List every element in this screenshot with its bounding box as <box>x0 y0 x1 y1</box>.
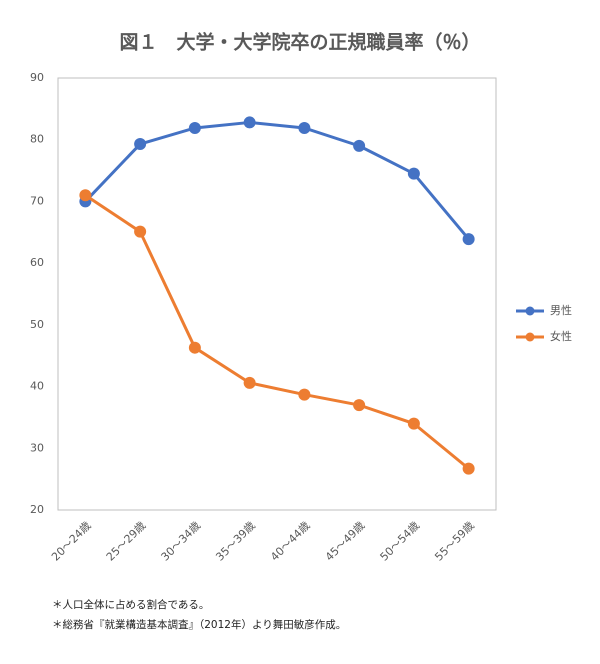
x-tick-label: 30～34歳 <box>159 519 204 564</box>
x-tick-label: 20～24歳 <box>49 519 94 564</box>
x-tick-label: 55～59歳 <box>432 519 477 564</box>
series-line <box>84 120 470 241</box>
y-tick-label: 50 <box>30 318 44 331</box>
legend-label: 女性 <box>550 329 572 343</box>
data-point <box>298 121 311 134</box>
data-point <box>188 341 201 354</box>
y-tick-label: 90 <box>30 71 44 84</box>
y-tick-label: 60 <box>30 256 44 269</box>
data-point <box>462 233 475 246</box>
chart-title: 図１ 大学・大学院卒の正規職員率（％） <box>119 31 480 54</box>
data-point <box>79 189 92 202</box>
plot-frame <box>57 77 497 511</box>
data-point <box>462 462 475 475</box>
note: ＊人口全体に占める割合である。 <box>52 598 209 611</box>
note: ＊総務省『就業構造基本調査』（2012年）より舞田敏彦作成。 <box>52 618 346 631</box>
y-tick-label: 20 <box>30 503 44 516</box>
data-point <box>134 138 147 151</box>
x-tick-label: 35～39歳 <box>213 519 258 564</box>
legend-marker <box>525 332 535 342</box>
data-point <box>298 388 311 401</box>
y-tick-label: 70 <box>30 194 44 207</box>
data-point <box>353 139 366 152</box>
series-line <box>84 194 470 470</box>
data-point <box>407 167 420 180</box>
data-point <box>188 121 201 134</box>
x-tick-label: 50～54歳 <box>378 519 423 564</box>
data-point <box>353 399 366 412</box>
x-tick-label: 45～49歳 <box>323 519 368 564</box>
x-tick-label: 40～44歳 <box>268 519 313 564</box>
legend-label: 男性 <box>550 303 572 317</box>
data-point <box>134 225 147 238</box>
data-point <box>407 417 420 430</box>
y-tick-label: 30 <box>30 441 44 454</box>
data-point <box>243 376 256 389</box>
legend-marker <box>525 306 535 316</box>
data-point <box>243 116 256 129</box>
y-tick-label: 80 <box>30 133 44 146</box>
x-tick-label: 25～29歳 <box>104 519 149 564</box>
y-tick-label: 40 <box>30 380 44 393</box>
